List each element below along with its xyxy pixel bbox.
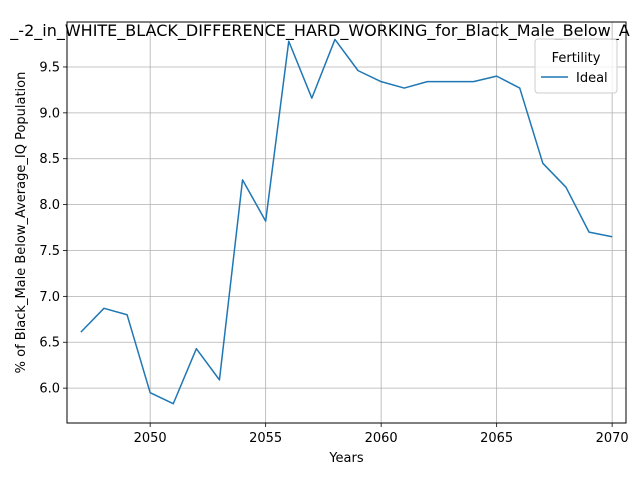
y-tick-label: 7.0 <box>39 290 60 305</box>
x-tick-label: 2055 <box>249 431 282 446</box>
plot-area-frame <box>66 21 627 424</box>
x-tick-label: 2065 <box>480 431 513 446</box>
y-tick-label: 8.5 <box>39 152 60 167</box>
grid-lines <box>67 22 626 423</box>
x-axis-label: Years <box>328 451 364 466</box>
legend: Fertility Ideal <box>534 38 618 94</box>
x-tick-label: 2050 <box>134 431 167 446</box>
y-axis-ticks: 6.0 6.5 7.0 7.5 8.0 8.5 9.0 9.5 <box>39 60 67 397</box>
y-tick-label: 6.0 <box>39 382 60 397</box>
series-lines <box>80 38 613 405</box>
y-tick-label: 7.5 <box>39 244 60 259</box>
x-tick-label: 2060 <box>365 431 398 446</box>
y-tick-label: 9.0 <box>39 106 60 121</box>
legend-title: Fertility <box>552 51 601 66</box>
y-tick-label: 9.5 <box>39 60 60 75</box>
y-axis-label: % of Black_Male Below_Average_IQ Populat… <box>14 72 29 374</box>
y-tick-label: 6.5 <box>39 336 60 351</box>
x-tick-label: 2070 <box>596 431 629 446</box>
legend-entry-label: Ideal <box>576 71 608 86</box>
legend-box <box>534 38 618 94</box>
series-line-ideal <box>80 38 613 405</box>
x-axis-ticks: 2050 2055 2060 2065 2070 <box>134 423 629 446</box>
chart-title: _-2_in_WHITE_BLACK_DIFFERENCE_HARD_WORKI… <box>9 21 629 41</box>
y-tick-label: 8.0 <box>39 198 60 213</box>
